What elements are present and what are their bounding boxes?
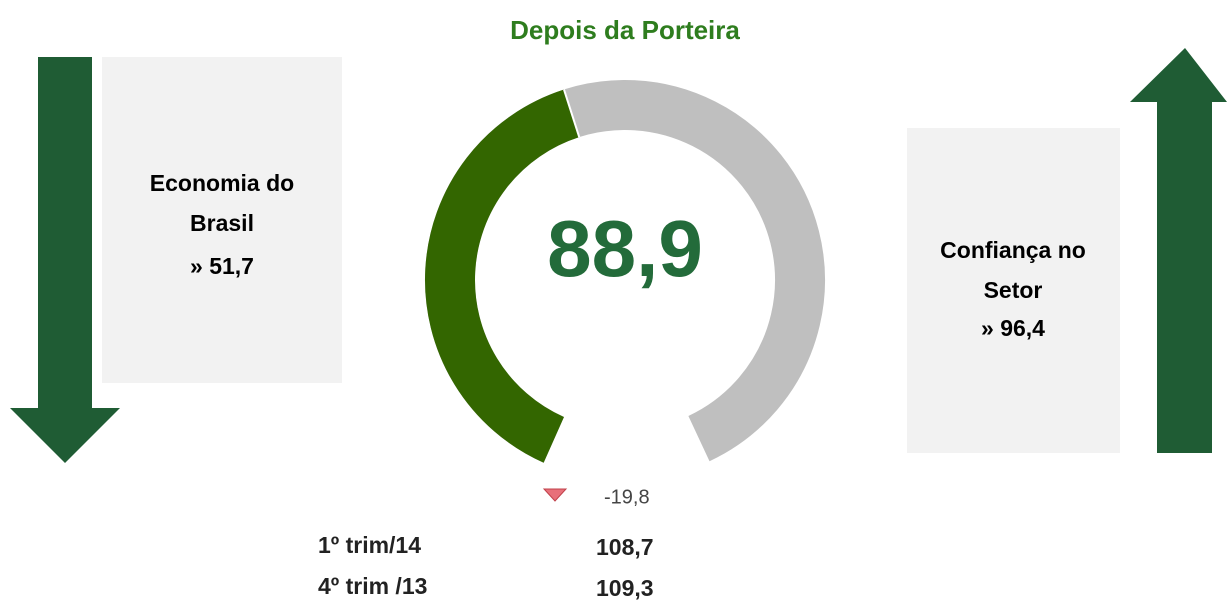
up-arrow-head [1130,48,1227,102]
period-value: 109,3 [596,575,654,601]
down-arrow-head [10,408,120,463]
indicator-label: Confiança no [940,237,1086,263]
down-arrow-shaft [38,57,92,410]
change-value: -19,8 [604,486,650,508]
indicator-box [102,57,342,383]
period-label: 1º trim/14 [318,532,421,558]
indicator-label: Setor [984,277,1043,303]
gauge-bar [425,89,580,463]
gauge-separator [563,89,581,138]
indicator-label: Brasil [190,210,254,236]
period-value: 108,7 [596,534,654,560]
gauge-value: 88,9 [547,204,703,293]
indicator-value: » 51,7 [190,253,254,279]
period-label: 4º trim /13 [318,573,427,599]
up-arrow-shaft [1157,100,1212,453]
down-triangle [542,488,568,502]
indicator-label: Economia do [150,170,294,196]
chart-title: Depois da Porteira [510,15,740,45]
indicator-box [907,128,1120,453]
indicator-value: » 96,4 [981,315,1045,341]
